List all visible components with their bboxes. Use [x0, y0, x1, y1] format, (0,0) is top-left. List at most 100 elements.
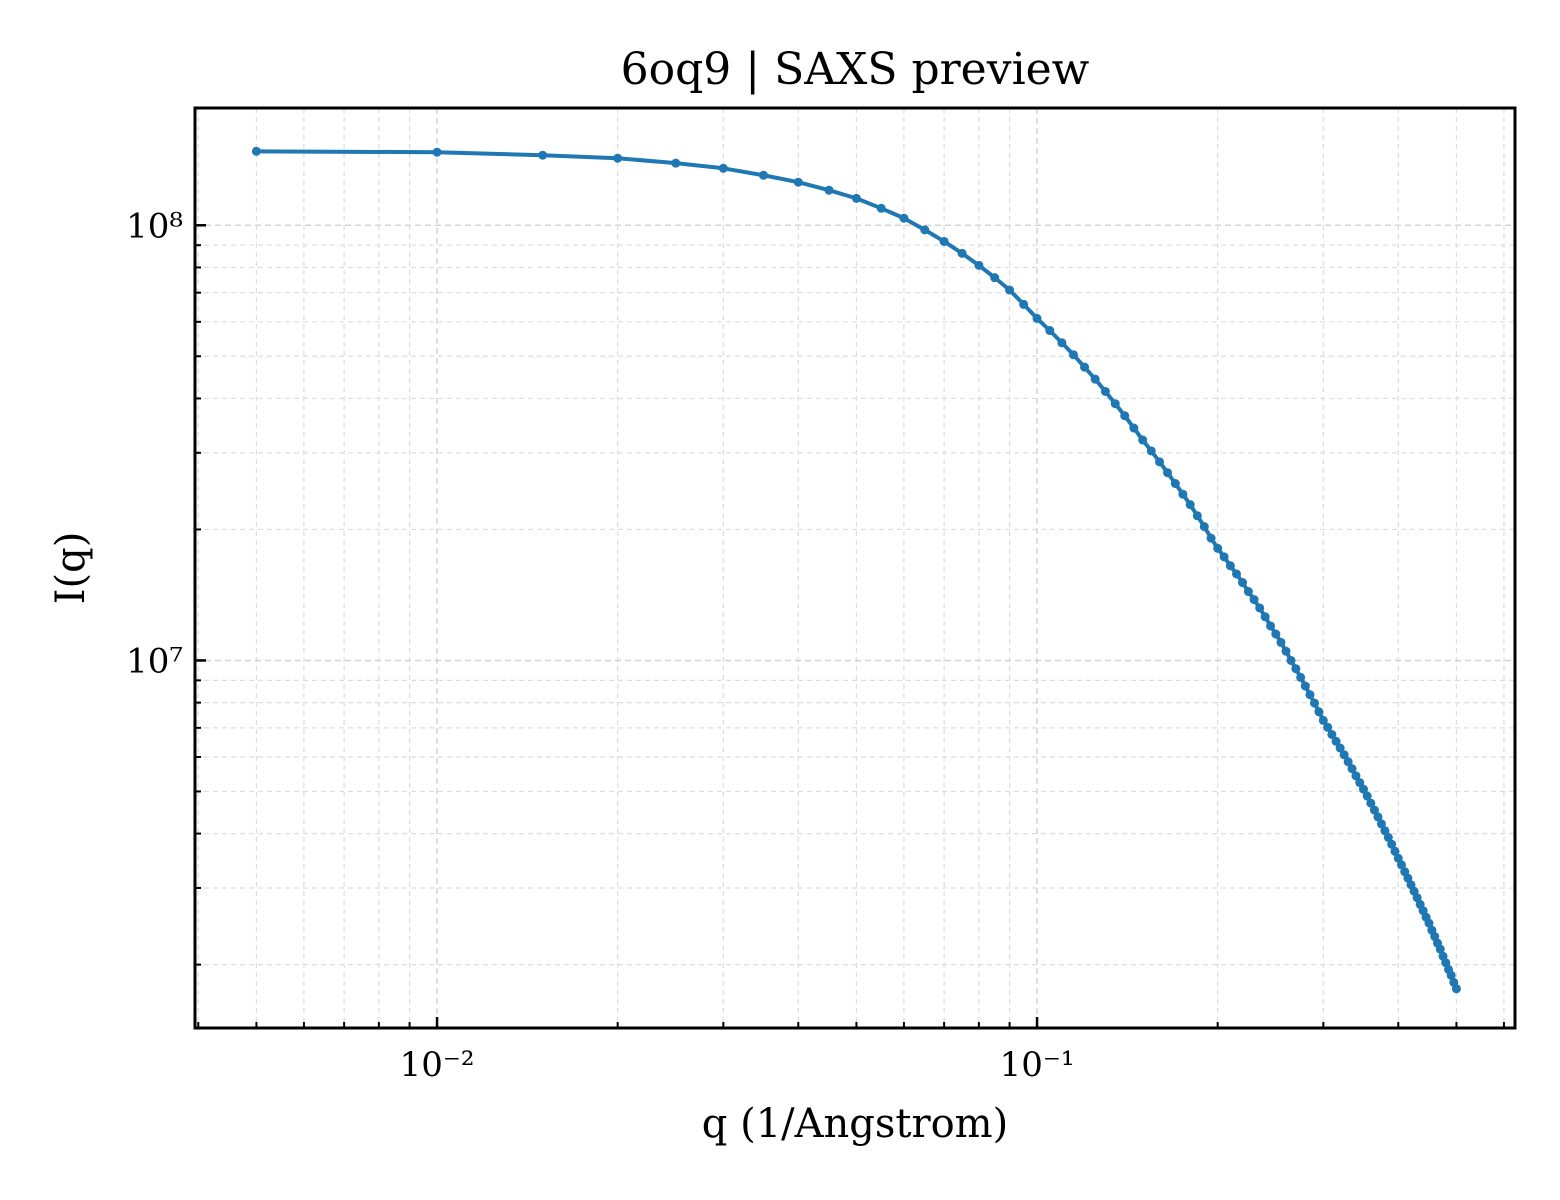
data-point	[1351, 771, 1361, 781]
data-point	[824, 185, 834, 195]
data-point	[1045, 326, 1055, 336]
data-point	[1057, 338, 1067, 348]
data-point	[1300, 681, 1310, 691]
data-point	[1339, 750, 1349, 760]
data-point	[1249, 595, 1259, 605]
data-point	[1271, 629, 1281, 639]
data-point	[1380, 826, 1390, 836]
x-axis-label: q (1/Angstrom)	[702, 1101, 1008, 1147]
data-point	[1291, 664, 1301, 674]
data-point	[1397, 860, 1407, 870]
data-point	[1335, 743, 1345, 753]
x-tick-label: 10⁻²	[400, 1045, 475, 1085]
data-point	[1219, 552, 1229, 562]
data-point	[1120, 411, 1130, 421]
data-point	[1266, 621, 1276, 631]
data-point	[1206, 533, 1216, 543]
data-point	[1390, 846, 1400, 856]
data-point	[1155, 457, 1165, 467]
data-point	[1225, 561, 1235, 571]
data-point	[1331, 736, 1341, 746]
data-point	[876, 203, 886, 213]
data-point	[1199, 522, 1209, 532]
data-point	[1019, 299, 1029, 309]
data-point	[1146, 446, 1156, 456]
data-point	[1314, 707, 1324, 717]
data-point	[1383, 832, 1393, 842]
data-point	[1323, 722, 1333, 732]
data-point	[1327, 729, 1337, 739]
data-point	[1255, 603, 1265, 613]
data-point	[1309, 698, 1319, 708]
data-point	[1213, 543, 1223, 553]
data-point	[1170, 479, 1180, 489]
data-point	[1347, 764, 1357, 774]
data-point	[1358, 784, 1368, 794]
data-point	[793, 177, 803, 187]
data-point	[920, 225, 930, 235]
data-point	[1238, 578, 1248, 588]
data-point	[1412, 893, 1422, 903]
data-point	[1403, 873, 1413, 883]
data-point	[1305, 690, 1315, 700]
data-point	[1373, 812, 1383, 822]
data-point	[1387, 839, 1397, 849]
data-point	[1032, 313, 1042, 323]
data-point	[613, 153, 623, 163]
data-point	[1232, 569, 1242, 579]
data-point	[1318, 715, 1328, 725]
data-point	[1451, 984, 1461, 994]
plot-frame	[193, 106, 1517, 1030]
data-point	[1129, 423, 1139, 433]
data-point	[1090, 374, 1100, 384]
data-point	[899, 213, 909, 223]
data-point	[957, 248, 967, 258]
chart-title: 6oq9 | SAXS preview	[621, 44, 1090, 95]
data-point	[1366, 798, 1376, 808]
data-point	[1243, 587, 1253, 597]
data-point	[1110, 399, 1120, 409]
y-axis-label: I(q)	[48, 532, 94, 605]
data-point	[1080, 362, 1090, 372]
data-point	[538, 150, 548, 160]
data-point	[251, 146, 261, 156]
data-point	[1260, 612, 1270, 622]
data-point	[1376, 819, 1386, 829]
data-point	[1446, 970, 1456, 980]
data-point	[1362, 791, 1372, 801]
data-point	[1424, 918, 1434, 928]
ticks: 10⁻² 10⁻¹ 10⁷ 10⁸	[126, 206, 1505, 1085]
data-point	[432, 147, 442, 157]
x-tick-label: 10⁻¹	[1000, 1045, 1075, 1085]
data-point	[1100, 386, 1110, 396]
data-point	[1068, 350, 1078, 360]
grid	[195, 108, 1515, 1028]
y-tick-label: 10⁸	[126, 206, 183, 246]
data-point	[1005, 285, 1015, 295]
data-point	[1355, 778, 1365, 788]
data-point	[1369, 805, 1379, 815]
data-point	[1163, 468, 1173, 478]
data-point	[1286, 655, 1296, 665]
data-point	[1138, 435, 1148, 445]
data-point	[1343, 757, 1353, 767]
data-point	[758, 170, 768, 180]
data-point	[1435, 944, 1445, 954]
data-point	[1185, 500, 1195, 510]
data-point	[1276, 637, 1286, 647]
data-point	[939, 236, 949, 246]
data-point	[1281, 646, 1291, 656]
y-tick-label: 10⁷	[126, 641, 183, 681]
data-point	[990, 273, 1000, 283]
data-point	[1192, 511, 1202, 521]
data-point	[974, 260, 984, 270]
data-point	[671, 158, 681, 168]
marks	[251, 146, 1461, 994]
data-point	[1296, 672, 1306, 682]
data-point	[718, 163, 728, 173]
data-point	[851, 193, 861, 203]
data-point	[1178, 489, 1188, 499]
